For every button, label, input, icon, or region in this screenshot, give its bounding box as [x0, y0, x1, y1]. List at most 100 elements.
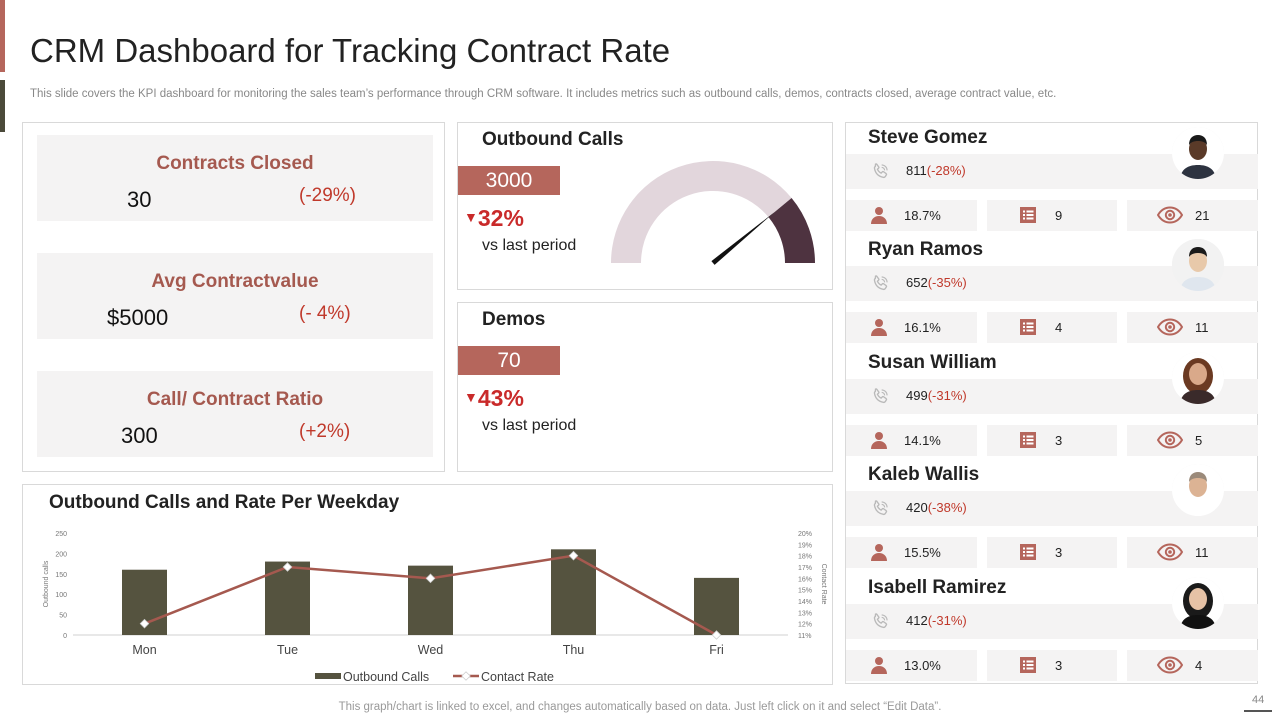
person-calls: 811(-28%)	[906, 163, 966, 178]
gauge-track	[611, 161, 792, 263]
person-views-stat: 5	[1127, 425, 1258, 456]
eye-icon	[1156, 656, 1184, 674]
person-rate-stat: 14.1%	[846, 425, 977, 456]
footer-note: This graph/chart is linked to excel, and…	[338, 701, 942, 713]
person-calls: 652(-35%)	[906, 275, 967, 290]
chart-title: Outbound Calls and Rate Per Weekday	[49, 492, 400, 513]
person-rate: 15.5%	[904, 545, 941, 560]
y-tick-label: 250	[55, 531, 67, 538]
avatar	[1172, 239, 1224, 291]
x-tick-label: Tue	[277, 643, 298, 657]
x-tick-label: Mon	[132, 643, 156, 657]
weekday-chart-panel: Outbound Calls and Rate Per Weekday 0 50 1…	[22, 484, 833, 685]
down-triangle-icon: ▼	[464, 389, 478, 405]
y-tick-label: 200	[55, 551, 67, 558]
contact-rate-point-mon	[139, 618, 150, 629]
person-rate-stat: 13.0%	[846, 650, 977, 681]
y-tick-label: 50	[59, 613, 67, 620]
person-rate: 14.1%	[904, 433, 941, 448]
person-rate: 13.0%	[904, 658, 941, 673]
avatar	[1172, 577, 1224, 629]
legend-label-line: Contact Rate	[481, 670, 554, 684]
person-name: Steve Gomez	[868, 127, 988, 148]
contact-rate-point-wed	[425, 573, 436, 584]
person-views-stat: 21	[1127, 200, 1258, 231]
demos-value: 70	[458, 346, 560, 375]
person-name: Ryan Ramos	[868, 239, 984, 260]
person-tasks: 4	[1055, 320, 1063, 335]
kpi-value: 300	[121, 423, 158, 448]
person-tasks-stat: 4	[987, 312, 1117, 343]
person-rate-stat: 18.7%	[846, 200, 977, 231]
person-tasks-stat: 3	[987, 537, 1117, 568]
y2-tick-label: 14%	[798, 599, 812, 606]
person-tasks: 3	[1055, 433, 1063, 448]
person-card: Susan William 499(-31%) 14.1% 3 5	[846, 348, 1258, 460]
outbound-calls-title: Outbound Calls	[482, 129, 624, 150]
y2-tick-label: 20%	[798, 531, 812, 538]
kpi-value: 30	[127, 187, 152, 212]
y-tick-label: 100	[55, 592, 67, 599]
person-calls-count: 499	[906, 388, 928, 403]
kpi-contracts-closed: Contracts Closed 30 (-29%)	[37, 135, 433, 221]
gauge-fill	[768, 197, 815, 263]
person-calls-count: 412	[906, 613, 928, 628]
kpi-change: (- 4%)	[299, 303, 351, 324]
person-calls-change: (-31%)	[927, 388, 967, 403]
person-card: Steve Gomez 811(-28%) 18.7% 9 21	[846, 123, 1258, 235]
y2-tick-label: 17%	[798, 565, 812, 572]
x-tick-label: Thu	[563, 643, 585, 657]
person-rate-stat: 16.1%	[846, 312, 977, 343]
list-icon	[1019, 656, 1037, 674]
outbound-calls-sub: vs last period	[482, 237, 577, 254]
contact-rate-point-fri	[711, 630, 722, 640]
gauge-needle	[711, 212, 775, 265]
sales-team-panel: Steve Gomez 811(-28%) 18.7% 9 21 Ryan Ramos 65…	[845, 122, 1258, 684]
phone-icon	[870, 499, 890, 519]
kpi-label: Call/ Contract Ratio	[146, 389, 324, 410]
phone-icon	[870, 274, 890, 294]
y2-tick-label: 19%	[798, 542, 812, 549]
eye-icon	[1156, 543, 1184, 561]
kpi-label: Avg Contractvalue	[151, 271, 319, 292]
y2-tick-label: 16%	[798, 576, 812, 583]
outbound-calls-change: ▼32%	[464, 205, 524, 232]
weekday-chart: 0 50 100 150 200 250 11% 12% 13% 14% 15% 16% 17% 18% 1…	[43, 531, 827, 684]
outbound-calls-value: 3000	[458, 166, 560, 195]
person-calls-count: 811	[906, 163, 927, 178]
outbound-gauge	[611, 161, 815, 265]
person-views: 11	[1195, 545, 1209, 560]
demos-change: ▼43%	[464, 385, 524, 412]
contact-rate-point-thu	[568, 550, 579, 561]
kpi-call-contract-ratio: Call/ Contract Ratio 300 (+2%)	[37, 371, 433, 457]
person-icon	[870, 318, 888, 336]
y-tick-label: 0	[63, 633, 67, 640]
demos-panel: Demos 70 ▼43% vs last period	[457, 302, 833, 472]
y2-tick-label: 15%	[798, 588, 812, 595]
person-rate-stat: 15.5%	[846, 537, 977, 568]
person-tasks-stat: 3	[987, 425, 1117, 456]
person-views-stat: 11	[1127, 537, 1258, 568]
person-calls: 420(-38%)	[906, 500, 967, 515]
avatar	[1172, 352, 1224, 404]
phone-icon	[870, 162, 890, 182]
outbound-calls-panel: Outbound Calls 3000 ▼32% vs last period	[457, 122, 833, 290]
person-calls-change: (-35%)	[927, 275, 967, 290]
person-icon	[870, 206, 888, 224]
contact-rate-point-tue	[282, 562, 293, 572]
person-calls-change: (-28%)	[926, 163, 966, 178]
kpi-change: (-29%)	[299, 185, 357, 206]
page-number-underline	[1244, 710, 1272, 712]
person-calls-change: (-31%)	[927, 613, 967, 628]
legend-swatch-bars	[315, 673, 341, 679]
person-calls-count: 420	[906, 500, 928, 515]
outbound-calls-pct: 32%	[477, 205, 524, 231]
person-views: 5	[1195, 433, 1203, 448]
list-icon	[1019, 431, 1037, 449]
phone-icon	[870, 387, 890, 407]
list-icon	[1019, 543, 1037, 561]
person-views: 21	[1195, 208, 1210, 223]
person-name: Isabell Ramirez	[868, 577, 1007, 598]
avatar	[1172, 127, 1224, 179]
y2-axis-title: Contact Rate	[820, 564, 827, 605]
